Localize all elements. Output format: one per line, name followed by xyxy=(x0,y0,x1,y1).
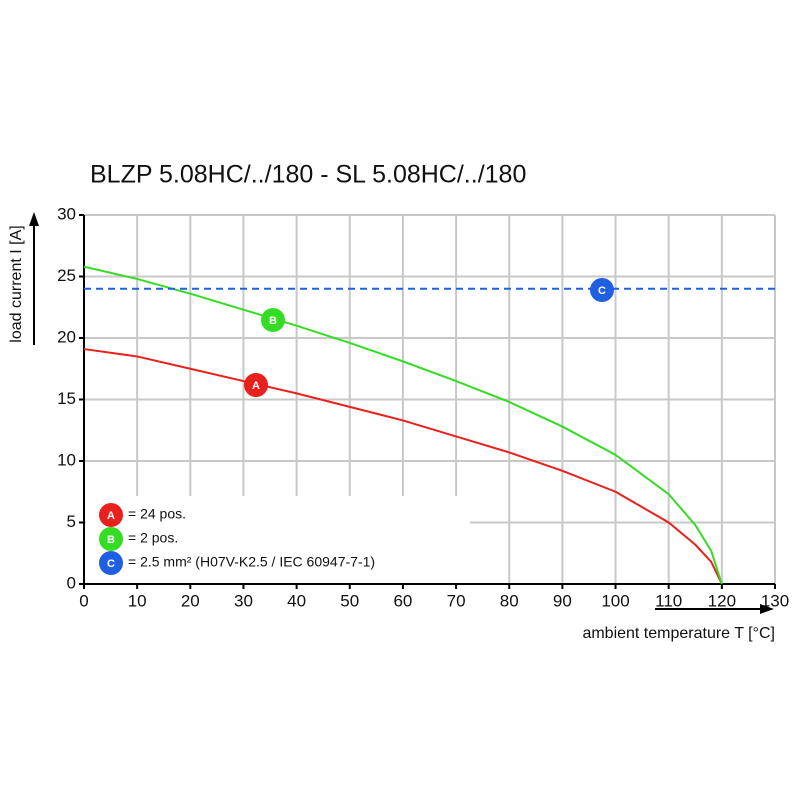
y-tick-label: 25 xyxy=(57,266,76,285)
series-marker xyxy=(99,527,123,551)
x-tick-label: 10 xyxy=(128,591,147,610)
x-tick-label: 20 xyxy=(181,591,200,610)
y-tick-label: 10 xyxy=(57,450,76,469)
marker-letter: A xyxy=(252,380,260,392)
x-axis-label: ambient temperature T [°C] xyxy=(582,625,775,642)
y-axis-label: load current I [A] xyxy=(8,225,25,342)
series-marker xyxy=(99,551,123,575)
marker-letter: B xyxy=(107,534,115,546)
x-tick-label: 100 xyxy=(601,591,629,610)
x-tick-label: 110 xyxy=(655,591,682,610)
y-tick-label: 30 xyxy=(57,204,76,223)
series-marker xyxy=(99,503,123,527)
x-tick-label: 70 xyxy=(447,591,466,610)
series-marker xyxy=(244,373,268,397)
legend-label: = 2.5 mm² (H07V-K2.5 / IEC 60947-7-1) xyxy=(128,554,375,570)
series-marker xyxy=(261,308,285,332)
x-tick-label: 130 xyxy=(761,591,789,610)
x-tick-label: 50 xyxy=(340,591,359,610)
legend-background xyxy=(86,496,470,583)
chart-title: BLZP 5.08HC/../180 - SL 5.08HC/../180 xyxy=(90,161,526,189)
marker-letter: B xyxy=(269,315,277,327)
x-tick-label: 90 xyxy=(553,591,572,610)
series-marker xyxy=(590,278,614,302)
legend-label: = 2 pos. xyxy=(128,530,178,546)
marker-letter: C xyxy=(107,558,115,570)
y-tick-label: 15 xyxy=(57,389,76,408)
legend-label: = 24 pos. xyxy=(128,506,186,522)
x-tick-label: 120 xyxy=(708,591,736,610)
y-tick-label: 20 xyxy=(57,327,76,346)
series-line xyxy=(83,265,723,585)
y-tick-label: 5 xyxy=(67,512,76,531)
x-tick-label: 30 xyxy=(234,591,253,610)
y-tick-label: 0 xyxy=(67,573,76,592)
x-tick-label: 60 xyxy=(393,591,412,610)
series-line xyxy=(83,348,723,585)
x-tick-label: 40 xyxy=(287,591,306,610)
arrows xyxy=(29,212,774,614)
x-tick-label: 80 xyxy=(500,591,519,610)
x-tick-label: 0 xyxy=(79,591,88,610)
marker-letter: A xyxy=(107,510,115,522)
marker-letter: C xyxy=(598,285,606,297)
